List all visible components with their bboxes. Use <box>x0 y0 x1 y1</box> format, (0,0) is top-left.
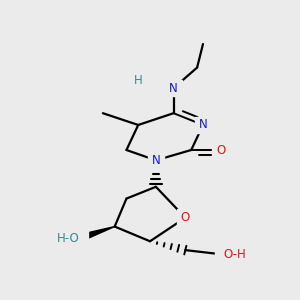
Text: O: O <box>181 211 190 224</box>
Polygon shape <box>78 226 115 242</box>
Text: N: N <box>169 82 178 95</box>
Bar <box>130 73 146 89</box>
Bar <box>215 246 232 263</box>
Bar <box>195 117 211 133</box>
Bar <box>177 209 194 226</box>
Bar <box>212 142 229 158</box>
Text: H: H <box>134 74 142 87</box>
Text: N: N <box>152 154 160 167</box>
Text: O: O <box>216 143 225 157</box>
Bar <box>148 152 164 169</box>
Text: H-O: H-O <box>57 232 79 245</box>
Text: N: N <box>199 118 207 131</box>
Text: O-H: O-H <box>224 248 246 261</box>
Bar <box>165 80 182 96</box>
Bar <box>71 230 88 247</box>
